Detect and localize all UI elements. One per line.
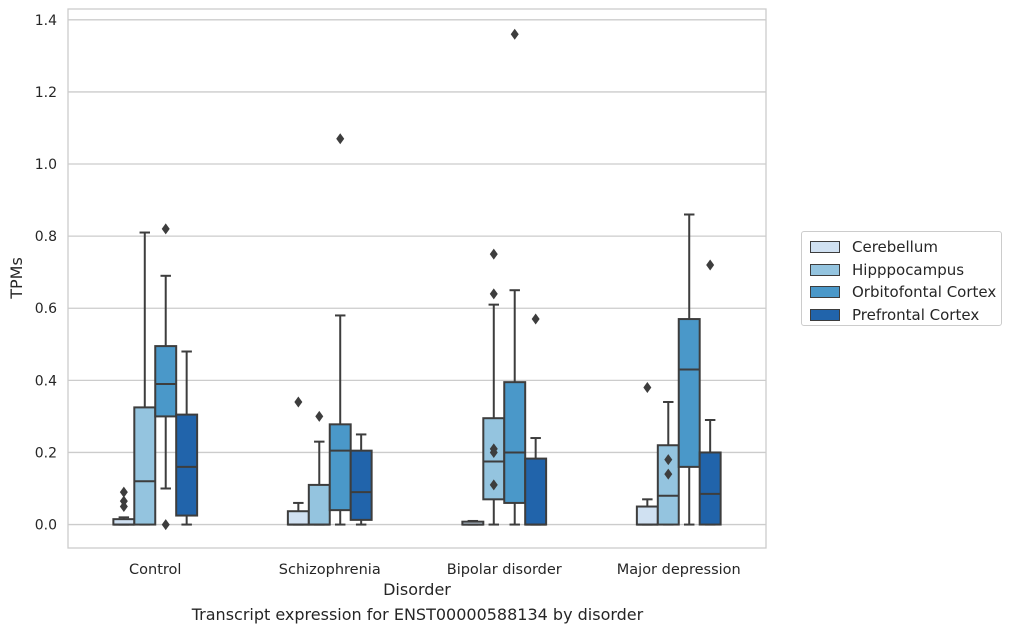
box-iqr bbox=[328, 423, 352, 512]
box bbox=[328, 133, 352, 526]
legend-swatch bbox=[810, 286, 840, 299]
box bbox=[482, 248, 506, 526]
legend-swatch bbox=[810, 241, 840, 254]
legend-item: Orbitofontal Cortex bbox=[810, 281, 1001, 304]
y-axis-label: TPMs bbox=[7, 257, 26, 300]
box bbox=[698, 259, 722, 526]
box-iqr bbox=[154, 345, 178, 418]
box-iqr bbox=[175, 413, 199, 517]
box-iqr bbox=[133, 406, 157, 526]
box bbox=[349, 433, 373, 526]
outlier-point bbox=[119, 495, 128, 507]
legend-swatch bbox=[810, 263, 840, 276]
outlier-point bbox=[489, 248, 498, 260]
box-iqr bbox=[307, 483, 331, 526]
outlier-point bbox=[489, 443, 498, 455]
box bbox=[175, 350, 199, 526]
legend-swatch bbox=[810, 309, 840, 322]
y-tick-label: 0.4 bbox=[35, 373, 57, 389]
box-iqr bbox=[503, 381, 527, 504]
box bbox=[286, 396, 310, 526]
box-group bbox=[461, 28, 548, 526]
y-tick-label: 0.6 bbox=[35, 301, 57, 317]
outlier-point bbox=[664, 468, 673, 480]
x-tick-labels: Control Schizophrenia Bipolar disorder Majo… bbox=[129, 562, 741, 578]
outlier-point bbox=[643, 382, 652, 394]
x-axis-label: Disorder bbox=[383, 580, 451, 599]
box-groups bbox=[112, 28, 722, 531]
box bbox=[635, 382, 659, 526]
box-iqr bbox=[286, 510, 310, 526]
x-tick-label: Bipolar disorder bbox=[447, 562, 562, 578]
box-iqr bbox=[698, 451, 722, 526]
y-tick-label: 1.0 bbox=[35, 157, 57, 173]
box-iqr bbox=[635, 505, 659, 526]
y-tick-label: 1.2 bbox=[35, 85, 57, 101]
box bbox=[677, 213, 701, 526]
outlier-point bbox=[161, 223, 170, 235]
box-group bbox=[286, 133, 373, 526]
legend-label: Prefrontal Cortex bbox=[852, 306, 980, 325]
box bbox=[307, 410, 331, 526]
box bbox=[133, 231, 157, 526]
legend-label: Hipppocampus bbox=[852, 260, 965, 279]
box-iqr bbox=[656, 444, 680, 526]
y-tick-label: 0.0 bbox=[35, 518, 57, 534]
box bbox=[656, 400, 680, 526]
outlier-point bbox=[664, 454, 673, 466]
box-iqr bbox=[677, 318, 701, 468]
figure-caption: Transcript expression for ENST0000058813… bbox=[191, 605, 644, 624]
legend: Cerebellum Hipppocampus Orbitofontal Corte… bbox=[801, 231, 1002, 326]
legend-item: Prefrontal Cortex bbox=[810, 304, 1001, 327]
y-tick-label: 1.4 bbox=[35, 13, 57, 29]
plot-area-frame bbox=[67, 8, 767, 549]
legend-label: Orbitofontal Cortex bbox=[852, 283, 997, 302]
box-group bbox=[112, 223, 199, 531]
outlier-point bbox=[489, 479, 498, 491]
outlier-point bbox=[706, 259, 715, 271]
box bbox=[503, 28, 527, 526]
box bbox=[524, 313, 548, 526]
x-tick-label: Control bbox=[129, 562, 181, 578]
legend-item: Cerebellum bbox=[810, 236, 1001, 259]
outlier-point bbox=[294, 396, 303, 408]
outlier-point bbox=[119, 486, 128, 498]
y-tick-label: 0.8 bbox=[35, 229, 57, 245]
y-tick-label: 0.2 bbox=[35, 445, 57, 461]
legend-item: Hipppocampus bbox=[810, 259, 1001, 282]
outlier-point bbox=[315, 410, 324, 422]
y-tick-labels: 0.0 0.2 0.4 0.6 0.8 1.0 1.2 1.4 bbox=[35, 13, 57, 534]
box bbox=[461, 519, 485, 526]
legend-label: Cerebellum bbox=[852, 238, 938, 257]
x-tick-label: Schizophrenia bbox=[279, 562, 381, 578]
box-iqr bbox=[524, 457, 548, 526]
outlier-point bbox=[489, 288, 498, 300]
outlier-point bbox=[510, 28, 519, 40]
box bbox=[112, 486, 136, 526]
outlier-point bbox=[336, 133, 345, 145]
x-tick-label: Major depression bbox=[617, 562, 741, 578]
box-group bbox=[635, 213, 722, 526]
box bbox=[154, 223, 178, 531]
box-iqr bbox=[349, 449, 373, 521]
outlier-point bbox=[161, 519, 170, 531]
outlier-point bbox=[531, 313, 540, 325]
